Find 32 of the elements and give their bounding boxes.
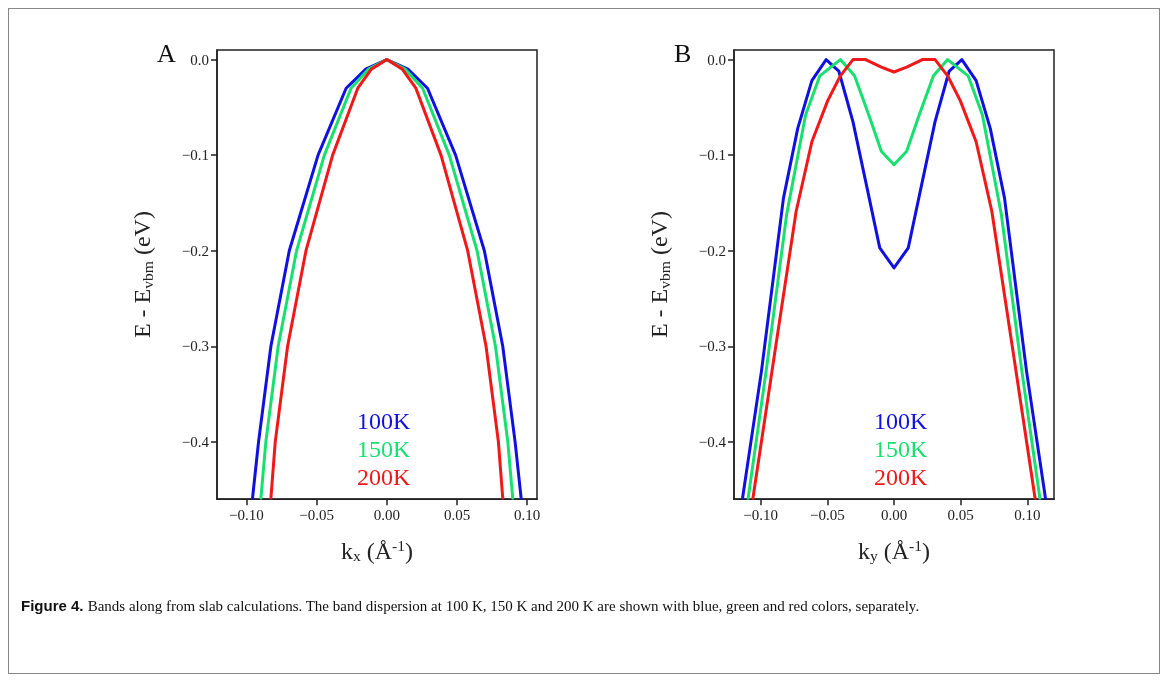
x-tick-label: 0.05 (947, 506, 974, 523)
chart-title: B (674, 38, 692, 68)
x-tick-label: −0.10 (743, 506, 779, 523)
text: 100K (874, 408, 928, 434)
caption: Figure 4. (21, 597, 85, 614)
text: Bands along from slab calculations. The band dispersion at 100 K, 150 K and 200 K are shown with blue, green and red colors, separately. (87, 598, 920, 614)
y-tick-label: −0.4 (698, 433, 727, 450)
text: 200K (874, 464, 928, 490)
y-tick-label: −0.2 (698, 242, 726, 259)
y-tick-label: 0.0 (707, 51, 726, 68)
y-tick-label: −0.1 (698, 147, 726, 164)
x-tick-label: 0.10 (514, 506, 541, 523)
x-tick-label: 0.00 (880, 506, 908, 523)
y-tick-label: −0.4 (181, 433, 210, 450)
text: 150K (874, 436, 928, 462)
text: 200K (357, 464, 411, 490)
y-tick-label: −0.1 (181, 147, 209, 164)
x-tick-label: 0.00 (373, 506, 400, 523)
x-tick-label: −0.10 (229, 506, 264, 523)
x-tick-label: −0.05 (299, 506, 335, 523)
y-axis-title: E - Evbm (eV) (645, 211, 673, 339)
y-tick-label: −0.2 (181, 242, 209, 259)
y-axis-title: E - Evbm (eV) (128, 211, 156, 339)
text: 150K (357, 436, 411, 462)
x-tick-label: −0.05 (809, 506, 845, 523)
chart-title: A (157, 38, 176, 68)
y-tick-label: 0.0 (190, 51, 209, 68)
y-tick-label: −0.3 (698, 338, 726, 355)
x-tick-label: 0.05 (443, 506, 471, 523)
text: 100K (357, 408, 411, 434)
y-tick-label: −0.3 (181, 338, 209, 355)
x-tick-label: 0.10 (1014, 506, 1041, 523)
